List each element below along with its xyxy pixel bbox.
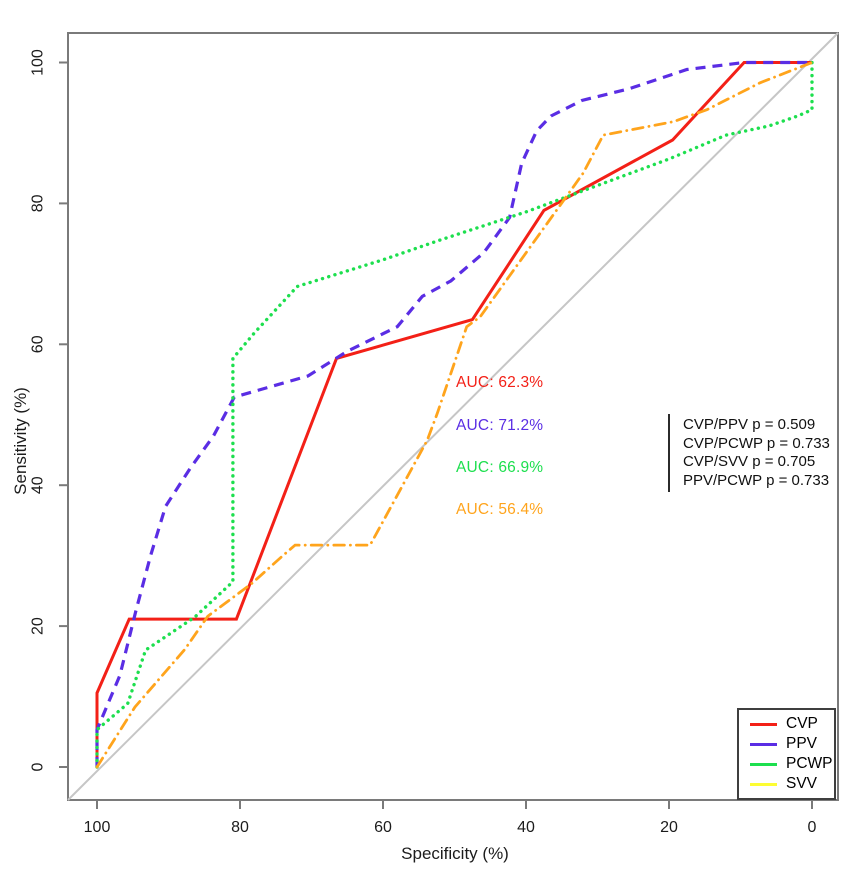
- roc-curve-cvp: [95, 61, 812, 767]
- legend-label: PCWP: [786, 755, 833, 772]
- x-axis-title: Specificity (%): [401, 844, 509, 863]
- roc-curve-svv: [95, 61, 814, 769]
- roc-curve-ppv: [95, 60, 812, 767]
- x-tick-label: 80: [231, 819, 249, 836]
- pvalue-line: PPV/PCWP p = 0.733: [683, 471, 830, 489]
- legend-label: PPV: [786, 735, 818, 752]
- y-tick-label: 0: [30, 762, 47, 771]
- y-tick-label: 80: [30, 194, 47, 212]
- chance-diagonal-line: [67, 32, 839, 801]
- pvalue-line: CVP/PCWP p = 0.733: [683, 434, 830, 452]
- y-axis-title: Sensitivity (%): [11, 387, 30, 495]
- legend: CVP PPV PCWP SVV: [737, 708, 836, 800]
- legend-line-swatch: [750, 722, 777, 726]
- x-tick-label: 40: [517, 819, 535, 836]
- auc-label-ppv: AUC: 71.2%: [456, 417, 544, 434]
- pairwise-pvalue-annotation: CVP/PPV p = 0.509 CVP/PCWP p = 0.733 CVP/S…: [668, 414, 830, 492]
- x-tick-label: 100: [84, 819, 111, 836]
- x-tick-label: 0: [808, 819, 817, 836]
- pvalue-line: CVP/PPV p = 0.509: [683, 416, 816, 433]
- x-tick-label: 20: [660, 819, 678, 836]
- legend-item-pcwp: PCWP: [750, 755, 834, 773]
- y-tick-label: 40: [30, 476, 47, 494]
- auc-label-svv: AUC: 56.4%: [456, 501, 544, 518]
- y-tick-label: 100: [30, 49, 47, 76]
- legend-label: CVP: [786, 715, 818, 732]
- plot-border: [67, 32, 839, 801]
- legend-label: SVV: [786, 775, 818, 792]
- legend-item-svv: SVV: [750, 775, 834, 793]
- roc-curve-pcwp: [95, 60, 814, 769]
- pvalue-lines: CVP/PPV p = 0.509 CVP/PCWP p = 0.733 CVP/S…: [683, 416, 830, 490]
- legend-line-swatch: [750, 742, 777, 746]
- legend-item-ppv: PPV: [750, 735, 834, 753]
- legend-line-swatch: [750, 782, 777, 786]
- x-tick-label: 60: [374, 819, 392, 836]
- auc-label-pcwp: AUC: 66.9%: [456, 459, 544, 476]
- auc-label-cvp: AUC: 62.3%: [456, 374, 544, 391]
- pvalue-line: CVP/SVV p = 0.705: [683, 453, 816, 470]
- legend-line-swatch: [750, 762, 777, 766]
- y-tick-label: 20: [30, 617, 47, 635]
- legend-item-cvp: CVP: [750, 715, 834, 733]
- y-tick-label: 60: [30, 335, 47, 353]
